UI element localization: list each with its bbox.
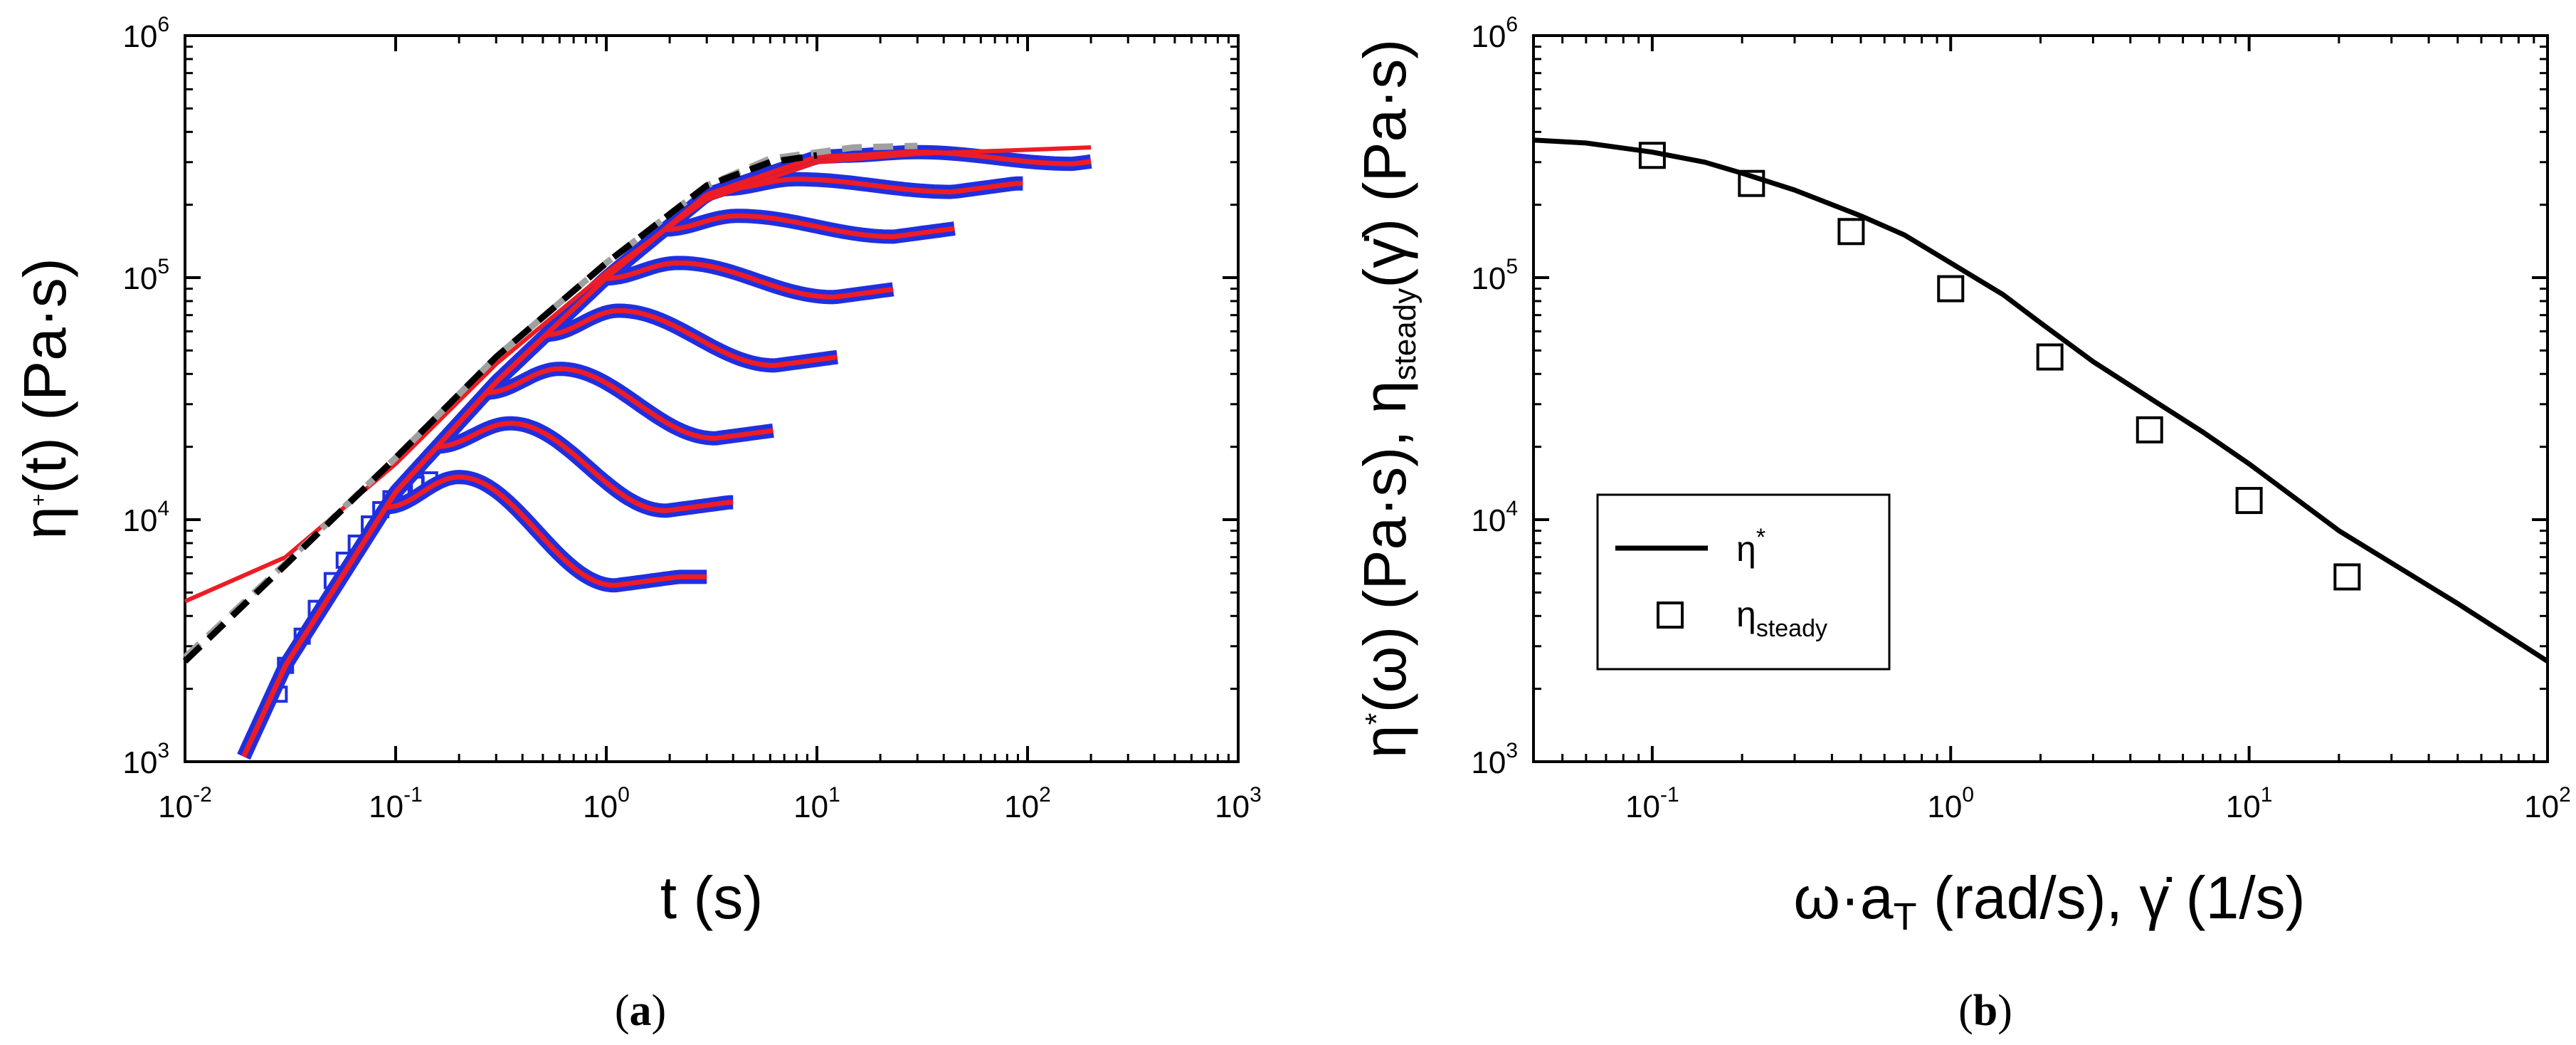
panel-b-xlabel: ω·aT (rad/s), γ̇ (1/s) — [1793, 864, 2305, 938]
a-xtick-label: 10-2 — [158, 783, 212, 824]
b-ytick-label: 103 — [1471, 739, 1518, 780]
a-xtick-label: 101 — [793, 783, 840, 824]
panel-b-caption: (b) — [1958, 987, 2012, 1035]
a-data-curve — [237, 145, 1092, 760]
a-data-curve — [237, 416, 737, 760]
panel-b-legend: η* ηsteady — [1596, 493, 1891, 671]
b-eta-steady-point — [1738, 169, 1765, 197]
b-eta-star-line — [1533, 137, 2549, 663]
a-fit-curve — [241, 177, 1023, 758]
a-xtick-label: 102 — [1004, 783, 1051, 824]
b-ytick-label: 106 — [1471, 13, 1518, 54]
b-eta-steady-point — [2136, 416, 2163, 443]
legend-square-marker — [1657, 602, 1684, 629]
panel-a-chart: 10-2 10-1 100 101 102 103 103 104 105 106 t (s) η… — [11, 13, 1262, 1035]
a-data-point — [277, 656, 295, 674]
a-xtick-label: 10-1 — [369, 783, 423, 824]
a-black-dashed-lve — [182, 152, 818, 664]
panel-a-ylabel-eta: η — [11, 506, 78, 540]
b-ytick-label: 105 — [1471, 255, 1518, 296]
a-ytick-label: 104 — [122, 497, 169, 538]
panel-a-caption: (a) — [615, 987, 666, 1035]
b-eta-steady-point — [2235, 487, 2263, 515]
panel-b-chart: 10-1 100 101 102 103 104 105 106 η* ηsteady ω·a… — [1351, 13, 2571, 1035]
b-eta-steady-point — [2333, 563, 2361, 591]
b-xtick-label: 101 — [2226, 783, 2273, 824]
legend-box — [1596, 493, 1891, 671]
a-ytick-label: 105 — [122, 255, 169, 296]
b-xtick-label: 100 — [1927, 783, 1974, 824]
a-xtick-label: 100 — [583, 783, 630, 824]
b-eta-steady-point — [2036, 343, 2064, 371]
panel-b-ylabel: η*(ω) (Pa·s), ηsteady(γ̇) (Pa·s) — [1351, 39, 1422, 758]
b-xtick-label: 10-1 — [1625, 783, 1679, 824]
a-ytick-label: 103 — [122, 739, 169, 780]
panel-a-ylabel-plus: + — [27, 494, 51, 507]
b-ytick-label: 104 — [1471, 497, 1518, 538]
legend-eta-star: η* — [1736, 524, 1765, 569]
panel-a-xlabel: t (s) — [660, 864, 764, 931]
b-eta-steady-point — [1638, 142, 1666, 169]
panel-a-ylabel-rest: (t) (Pa·s) — [11, 258, 78, 493]
a-xtick-label: 103 — [1215, 783, 1262, 824]
a-fit-curve — [241, 149, 1092, 758]
a-gray-dashed-lve — [182, 142, 918, 660]
a-ytick-label: 106 — [122, 13, 169, 54]
panel-a-ylabel: η+(t) (Pa·s) — [11, 258, 78, 540]
b-xtick-label: 102 — [2524, 783, 2571, 824]
legend-eta-steady: ηsteady — [1736, 594, 1827, 642]
b-eta-steady-point — [1937, 275, 1965, 303]
panel-a-frame — [184, 34, 1240, 763]
b-eta-steady-point — [1837, 218, 1865, 246]
a-red-lve-line — [184, 145, 1092, 604]
a-data-curve — [237, 172, 1025, 760]
a-fit-curve — [241, 421, 734, 758]
